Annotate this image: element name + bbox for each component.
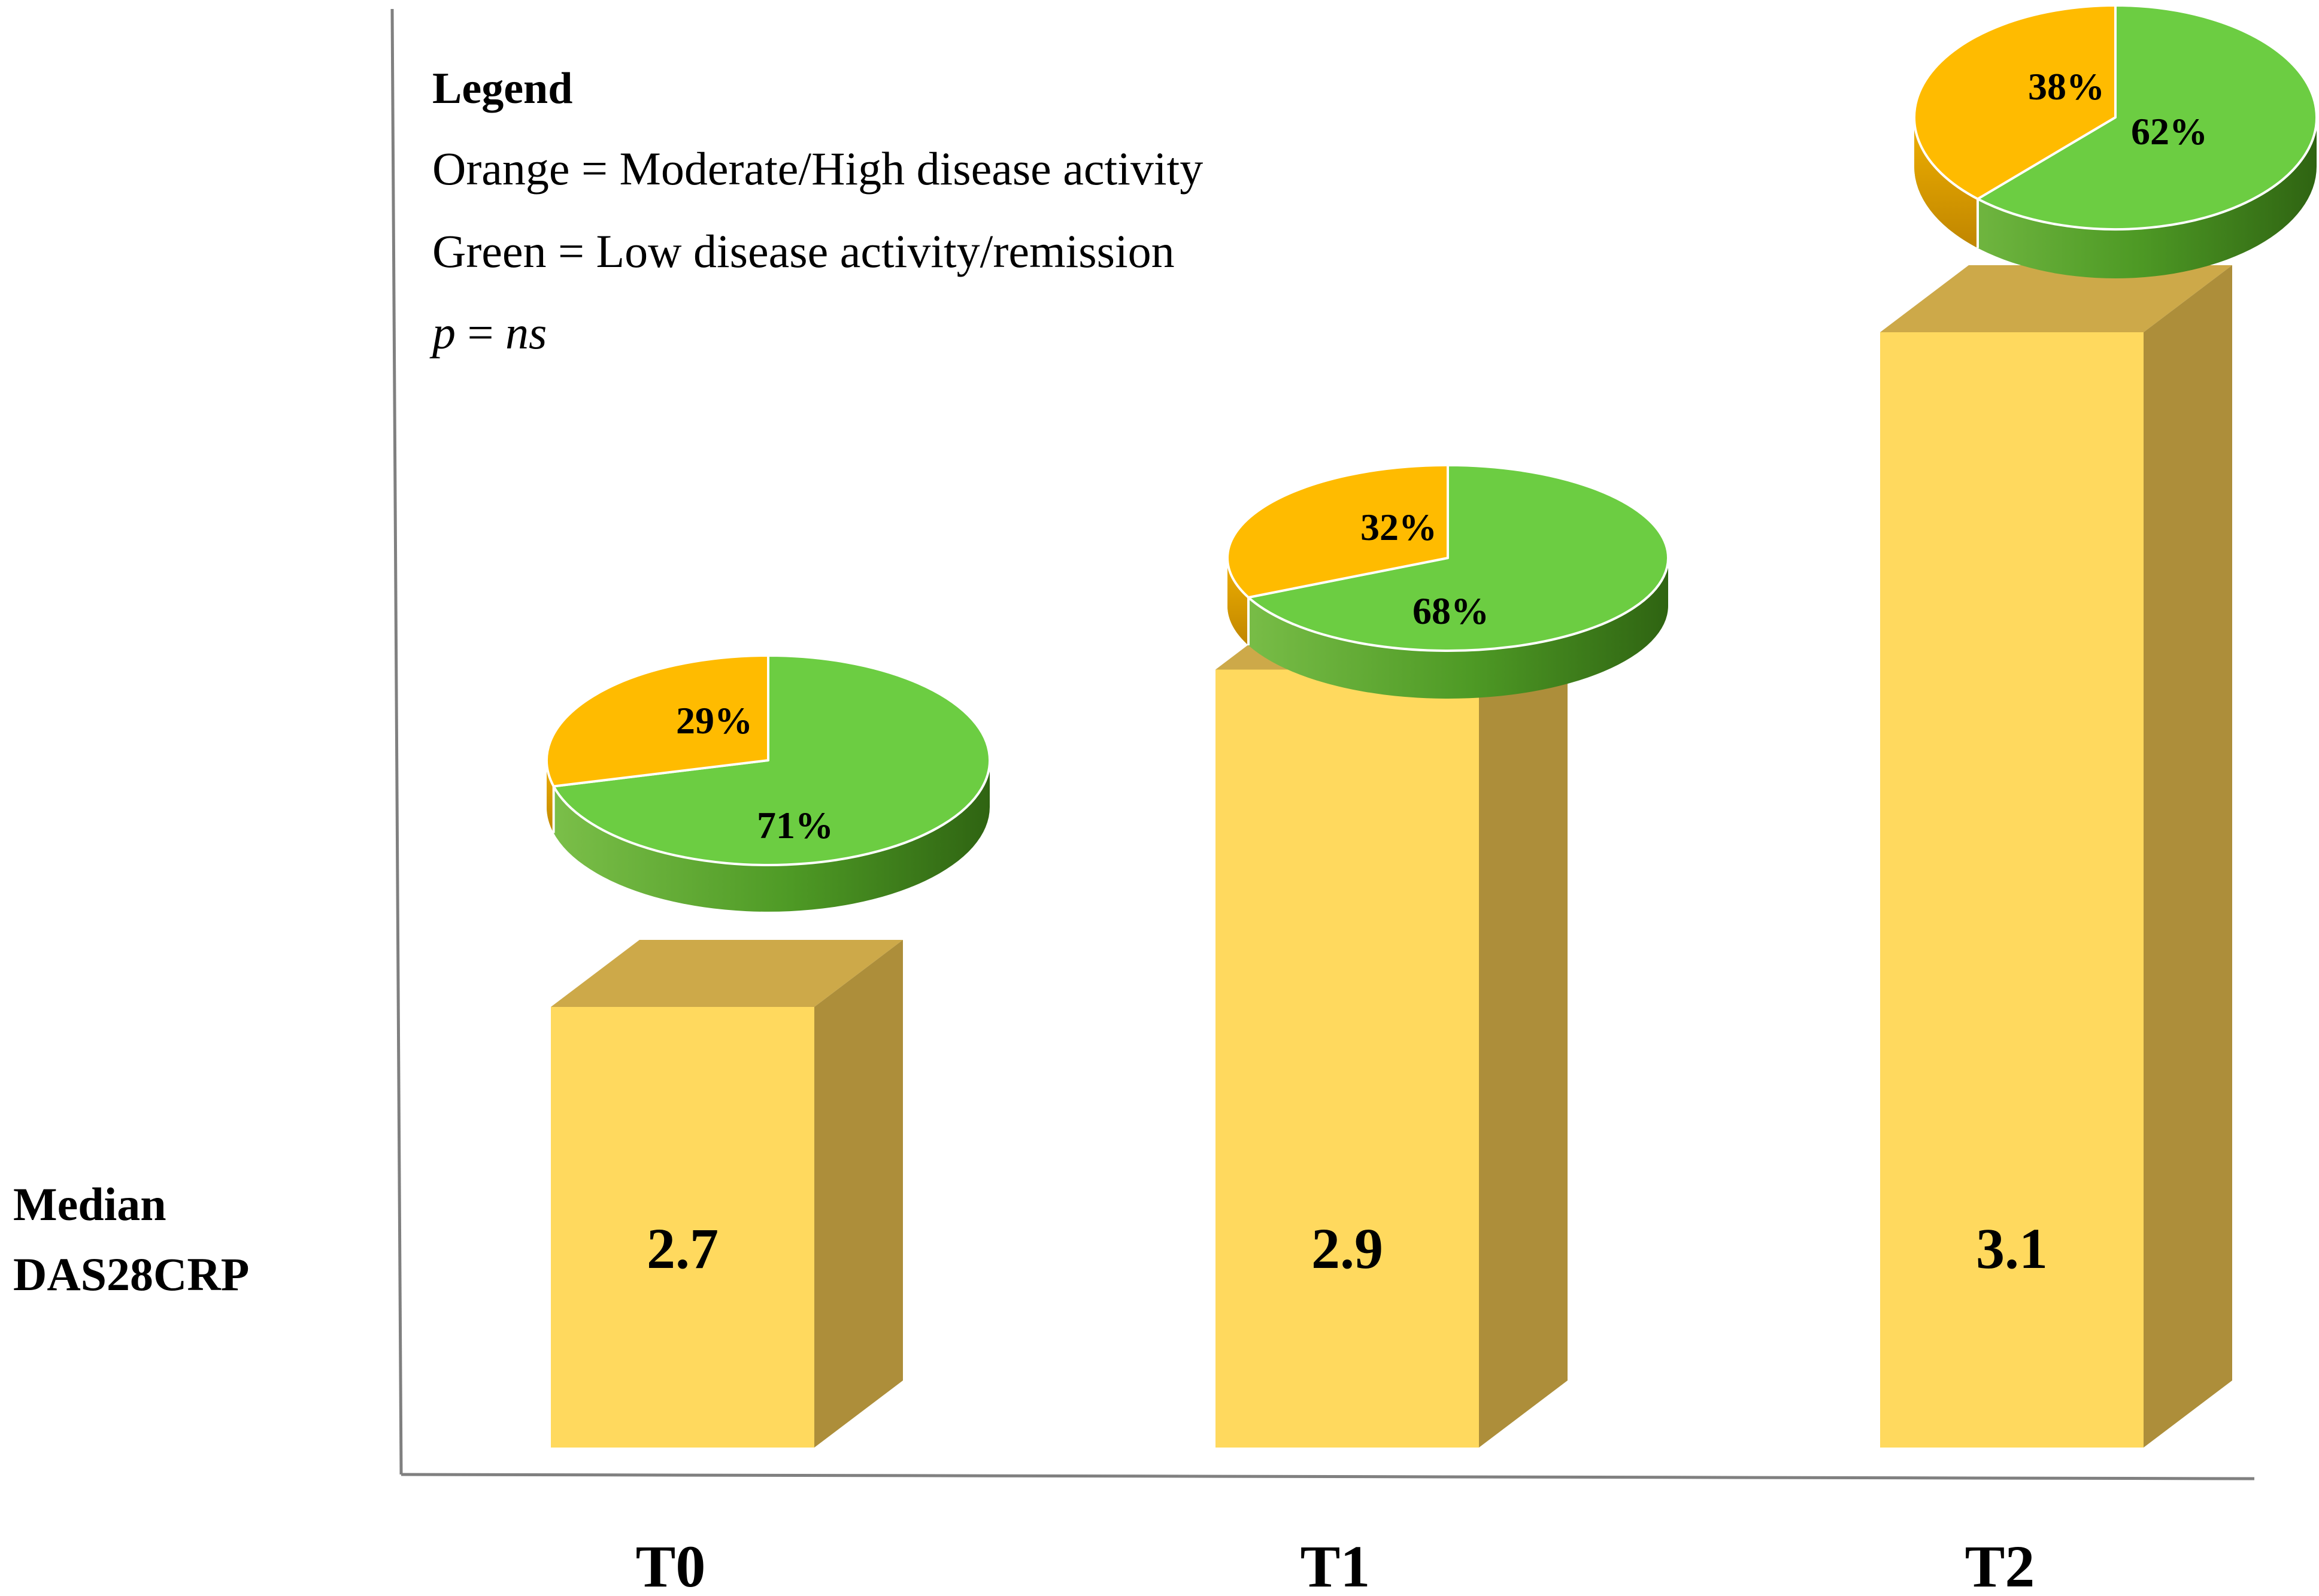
labels: 2.7 T0 2.9 T1 3.1 T2 [636,1216,2048,1596]
pie-label-green: 68% [1412,590,1489,632]
pie-rim-green [547,760,990,912]
bar-value-label: 3.1 [1976,1216,2048,1281]
legend-green-entry: Green = Low disease activity/remission [432,225,1175,277]
pie-label-orange: 38% [2028,65,2105,108]
pie-label-orange: 32% [1360,506,1437,548]
category-label-T0: T0 [636,1533,706,1596]
pie-label-green: 71% [757,804,833,846]
legend-title: Legend [432,64,572,113]
category-label-T1: T1 [1301,1533,1371,1596]
pie-slice-orange [1913,4,2117,201]
bar-side [1479,602,1568,1448]
pie-slice-orange [545,654,769,788]
bars [551,265,2232,1448]
pie-label-orange: 29% [676,699,753,742]
pie-rim-orange [1914,117,1978,248]
bar-T1 [1215,602,1568,1448]
legend: Legend Orange = Moderate/High disease ac… [429,64,1203,359]
bar-front [551,1007,814,1448]
bar-front [1215,669,1479,1448]
bar-front [1880,332,2144,1448]
pie-slice-orange [1226,464,1449,599]
pie-slice-green [1976,4,2318,230]
pie-T0: 29% 71% [545,654,991,912]
y-axis-line [390,8,403,1475]
y-label-line-2: DAS28CRP [13,1248,249,1300]
x-axis-line [401,1473,2255,1480]
legend-p-value: p = ns [429,307,547,359]
pie-rim-green [1227,558,1668,699]
bar-T2 [1880,265,2232,1448]
bar-T0 [551,940,903,1448]
pie-rim-green [1914,117,2317,278]
pie-label-green: 62% [2131,110,2208,153]
p-symbol: p [429,307,456,359]
legend-orange-entry: Orange = Moderate/High disease activity [432,142,1203,195]
bar-top [551,940,903,1007]
bar-value-label: 2.7 [647,1216,719,1281]
y-axis-label: Median DAS28CRP [13,1178,249,1300]
bar-top [1880,265,2232,332]
pies: 29% 71% 32% 68% 38% 62% [545,4,2318,912]
pie-slice-green [552,654,991,866]
category-label-T2: T2 [1965,1533,2035,1596]
bar-value-label: 2.9 [1311,1216,1383,1281]
bar-side [814,940,903,1448]
pie-rim-orange [547,760,554,833]
pie-slice-green [1247,464,1669,652]
y-label-line-1: Median [13,1178,166,1230]
pie-T2: 38% 62% [1913,4,2318,278]
p-value: ns [505,307,547,359]
pie-T1: 32% 68% [1226,464,1669,699]
bar-side [2144,265,2232,1448]
